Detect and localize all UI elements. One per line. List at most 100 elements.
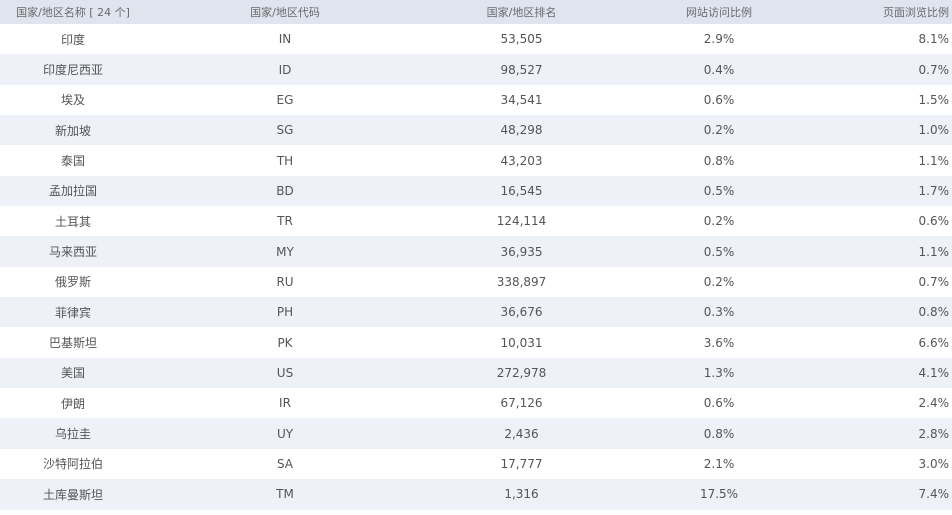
cell-country-code: US bbox=[276, 365, 294, 380]
cell-pageview-share: 7.4% bbox=[918, 487, 950, 502]
header-country-rank[interactable]: 国家/地区排名 bbox=[424, 0, 619, 24]
cell-visit-share: 2.1% bbox=[703, 456, 735, 471]
cell-country-code: TH bbox=[276, 153, 294, 168]
cell-country-name: 孟加拉国 bbox=[48, 184, 97, 199]
cell-visit-share: 0.4% bbox=[703, 62, 735, 77]
cell-country-rank: 16,545 bbox=[500, 183, 543, 198]
table-row: 俄罗斯 RU 338,897 0.2% 0.7% bbox=[0, 266, 952, 298]
cell-country-code: PK bbox=[277, 335, 293, 350]
table-row: 马来西亚 MY 36,935 0.5% 1.1% bbox=[0, 236, 952, 267]
header-country-name[interactable]: 国家/地区名称 [ 24 个] bbox=[0, 0, 146, 24]
cell-pageview-share: 0.8% bbox=[918, 305, 950, 320]
cell-visit-share: 17.5% bbox=[699, 487, 739, 502]
table-row: 伊朗 IR 67,126 0.6% 2.4% bbox=[0, 388, 952, 419]
table-row: 印度 IN 53,505 2.9% 8.1% bbox=[0, 24, 952, 55]
cell-country-rank: 53,505 bbox=[500, 32, 543, 47]
cell-visit-share: 1.3% bbox=[703, 365, 735, 380]
cell-country-code: MY bbox=[276, 244, 294, 259]
cell-country-rank: 67,126 bbox=[500, 396, 543, 411]
cell-country-code: IR bbox=[279, 396, 291, 411]
cell-country-rank: 272,978 bbox=[496, 365, 547, 380]
cell-country-rank: 36,935 bbox=[500, 244, 543, 259]
cell-visit-share: 0.6% bbox=[703, 92, 735, 107]
cell-country-code: SG bbox=[276, 123, 294, 138]
cell-pageview-share: 1.1% bbox=[918, 244, 950, 259]
cell-country-name: 菲律宾 bbox=[54, 305, 91, 320]
cell-country-name: 伊朗 bbox=[60, 396, 85, 411]
cell-pageview-share: 8.1% bbox=[918, 32, 950, 47]
cell-pageview-share: 3.0% bbox=[918, 456, 950, 471]
header-visit-share[interactable]: 网站访问比例 bbox=[619, 0, 819, 24]
cell-pageview-share: 2.4% bbox=[918, 396, 950, 411]
cell-country-name: 新加坡 bbox=[54, 123, 91, 138]
table-row: 孟加拉国 BD 16,545 0.5% 1.7% bbox=[0, 175, 952, 207]
cell-country-code: TR bbox=[277, 214, 293, 229]
table-row: 印度尼西亚 ID 98,527 0.4% 0.7% bbox=[0, 54, 952, 85]
cell-pageview-share: 1.0% bbox=[918, 123, 950, 138]
cell-country-rank: 10,031 bbox=[500, 335, 543, 350]
cell-country-rank: 338,897 bbox=[496, 274, 547, 289]
cell-visit-share: 0.6% bbox=[703, 396, 735, 411]
cell-pageview-share: 2.8% bbox=[918, 426, 950, 441]
cell-country-name: 泰国 bbox=[60, 154, 85, 169]
table-row: 菲律宾 PH 36,676 0.3% 0.8% bbox=[0, 297, 952, 328]
cell-pageview-share: 0.6% bbox=[918, 214, 950, 229]
header-country-code[interactable]: 国家/地区代码 bbox=[146, 0, 424, 24]
cell-country-code: PH bbox=[276, 305, 294, 320]
cell-pageview-share: 1.1% bbox=[918, 153, 950, 168]
table-row: 土库曼斯坦 TM 1,316 17.5% 7.4% bbox=[0, 479, 952, 510]
cell-country-rank: 98,527 bbox=[500, 62, 543, 77]
table-row: 埃及 EG 34,541 0.6% 1.5% bbox=[0, 84, 952, 116]
header-pageview-share[interactable]: 页面浏览比例 bbox=[819, 0, 952, 24]
cell-pageview-share: 6.6% bbox=[918, 335, 950, 350]
cell-visit-share: 0.2% bbox=[703, 123, 735, 138]
cell-pageview-share: 0.7% bbox=[918, 274, 950, 289]
cell-pageview-share: 1.5% bbox=[918, 92, 950, 107]
cell-visit-share: 0.5% bbox=[703, 244, 735, 259]
cell-visit-share: 0.8% bbox=[703, 426, 735, 441]
cell-visit-share: 0.3% bbox=[703, 305, 735, 320]
cell-country-name: 美国 bbox=[60, 366, 85, 381]
table-row: 乌拉圭 UY 2,436 0.8% 2.8% bbox=[0, 418, 952, 449]
cell-country-name: 印度尼西亚 bbox=[42, 63, 103, 78]
cell-country-rank: 48,298 bbox=[500, 123, 543, 138]
cell-country-name: 土库曼斯坦 bbox=[42, 487, 103, 502]
cell-visit-share: 0.5% bbox=[703, 183, 735, 198]
cell-country-rank: 1,316 bbox=[504, 487, 539, 502]
cell-visit-share: 0.8% bbox=[703, 153, 735, 168]
cell-visit-share: 2.9% bbox=[703, 32, 735, 47]
table-row: 泰国 TH 43,203 0.8% 1.1% bbox=[0, 145, 952, 176]
cell-pageview-share: 4.1% bbox=[918, 365, 950, 380]
cell-country-code: EG bbox=[276, 92, 294, 107]
table-row: 巴基斯坦 PK 10,031 3.6% 6.6% bbox=[0, 327, 952, 358]
cell-country-name: 俄罗斯 bbox=[54, 275, 91, 290]
cell-visit-share: 0.2% bbox=[703, 214, 735, 229]
cell-country-name: 埃及 bbox=[60, 93, 85, 108]
cell-pageview-share: 1.7% bbox=[918, 183, 950, 198]
cell-country-rank: 36,676 bbox=[500, 305, 543, 320]
cell-country-rank: 124,114 bbox=[496, 214, 547, 229]
table-header-row: 国家/地区名称 [ 24 个] 国家/地区代码 国家/地区排名 网站访问比例 页… bbox=[0, 0, 952, 24]
cell-country-name: 沙特阿拉伯 bbox=[42, 457, 103, 472]
cell-country-name: 马来西亚 bbox=[48, 245, 97, 260]
cell-country-code: SA bbox=[276, 456, 294, 471]
cell-pageview-share: 0.7% bbox=[918, 62, 950, 77]
cell-visit-share: 0.2% bbox=[703, 274, 735, 289]
cell-country-code: IN bbox=[278, 32, 292, 47]
cell-country-name: 巴基斯坦 bbox=[48, 336, 97, 351]
cell-country-rank: 34,541 bbox=[500, 92, 543, 107]
cell-country-rank: 43,203 bbox=[500, 153, 543, 168]
table-row: 新加坡 SG 48,298 0.2% 1.0% bbox=[0, 115, 952, 146]
cell-country-name: 土耳其 bbox=[54, 214, 91, 229]
table-row: 沙特阿拉伯 SA 17,777 2.1% 3.0% bbox=[0, 448, 952, 480]
cell-visit-share: 3.6% bbox=[703, 335, 735, 350]
table-row: 土耳其 TR 124,114 0.2% 0.6% bbox=[0, 206, 952, 237]
cell-country-code: UY bbox=[276, 426, 294, 441]
cell-country-rank: 2,436 bbox=[504, 426, 539, 441]
cell-country-name: 乌拉圭 bbox=[54, 427, 91, 442]
cell-country-code: TM bbox=[276, 487, 294, 502]
cell-country-rank: 17,777 bbox=[500, 456, 543, 471]
cell-country-code: RU bbox=[276, 274, 294, 289]
cell-country-name: 印度 bbox=[60, 32, 85, 47]
